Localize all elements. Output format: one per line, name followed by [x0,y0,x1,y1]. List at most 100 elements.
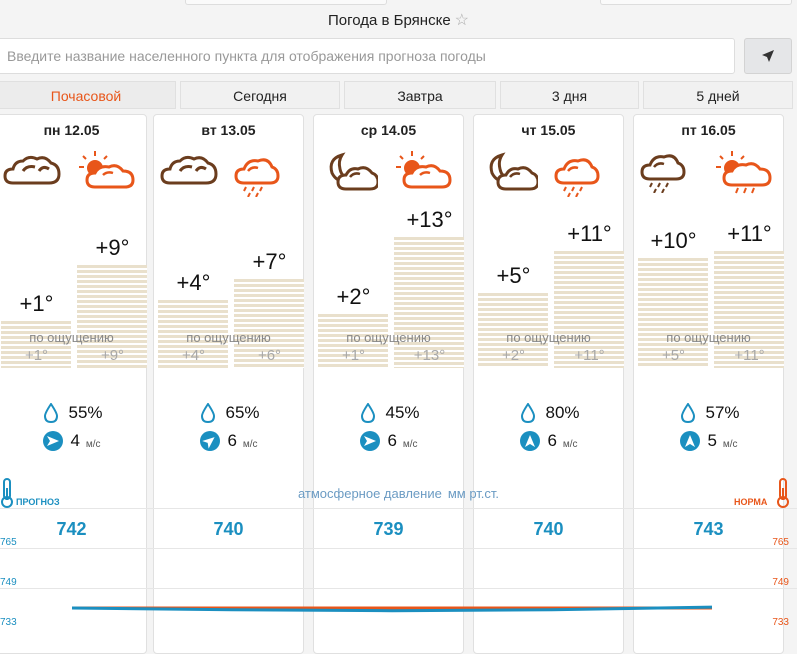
humidity-row: 57% [634,402,783,424]
night-temp: +10° [650,228,697,253]
feels-like-night: +5° [661,347,686,364]
wind-east-icon [359,430,381,452]
night-temp-bar [1,321,71,368]
rain-cloud-icon [554,155,600,202]
feels-like-night: +1° [24,347,49,364]
day-temp: +11° [567,221,612,246]
feels-like-night: +2° [501,347,526,364]
rain-cloud-dark-icon [640,151,686,198]
wind-row: 5 м/с [634,430,783,452]
wind-unit: м/с [85,438,101,450]
tab-tomorrow[interactable]: Завтра [344,81,496,109]
grid-line [0,508,797,509]
day-temp-bar [77,265,147,368]
pressure-value: 740 [213,519,244,539]
day-temp: +7° [252,249,287,274]
wind-speed: 6 [387,431,397,450]
axis-tick-749: 749 [0,577,17,588]
humidity-row: 45% [314,402,463,424]
day-name: пт 16.05 [681,122,736,138]
partly-cloudy-day-icon [394,149,454,196]
thermometer-orange-icon [777,478,789,508]
favorite-star-icon[interactable]: ☆ [454,12,470,29]
feels-like-night: +1° [341,347,366,364]
feels-like-label: по ощущению [29,330,114,345]
wind-speed: 6 [547,431,557,450]
tab-hourly[interactable]: Почасовой [0,81,176,109]
pressure-forecast-line [71,605,713,613]
day-column[interactable]: пт 16.05 +10° +11° по ощущению +5° +11° 57% 5 м/… [633,114,784,654]
night-temp: +2° [336,284,371,309]
grid-line [0,588,797,589]
humidity-drop-icon [40,402,62,424]
axis-tick-749-right: 749 [772,577,789,588]
wind-north-icon [519,430,541,452]
wind-row: 6 м/с [314,430,463,452]
humidity-value: 65% [225,403,260,422]
geolocation-button[interactable] [744,38,792,74]
page-title-text: Погода в Брянске [327,12,451,29]
location-arrow-icon [762,50,774,62]
forecast-legend-label: ПРОГНОЗ [16,497,60,507]
tab-5-days[interactable]: 5 дней [643,81,793,109]
humidity-value: 57% [705,403,740,422]
humidity-row: 55% [0,402,146,424]
wind-unit: м/с [242,438,258,450]
moon-cloud-icon [320,151,380,196]
day-column[interactable]: ср 14.05 +2° +13° по ощущению +1° +13° 45% 6 м/с [313,114,464,654]
wind-speed: 4 [70,431,80,450]
night-temp-bar [158,300,228,368]
day-temp: +9° [95,235,130,260]
pressure-unit: мм рт.ст. [447,486,500,501]
pressure-value: 742 [56,519,87,539]
day-column[interactable]: чт 15.05 +5° +11° по ощущению +2° +11° 80% 6 м/с [473,114,624,654]
cloudy-icon [160,151,218,192]
feels-like-day: +9° [100,347,125,364]
day-column[interactable]: вт 13.05 +4° +7° по ощущению +4° +6° 65% 6 м/с [153,114,304,654]
axis-tick-765-right: 765 [772,537,789,548]
feels-like-label: по ощущению [186,330,271,345]
top-edge [0,0,797,5]
day-name: пн 12.05 [43,122,100,138]
feels-like-day: +6° [257,347,282,364]
axis-tick-765: 765 [0,537,17,548]
day-column[interactable]: пн 12.05 +1° +9° по ощущению +1° +9° 55% 4 м/с [0,114,147,654]
wind-northeast-icon [199,430,221,452]
pressure-value: 739 [373,519,404,539]
search-input[interactable] [0,39,734,73]
search-box [0,38,735,74]
feels-like-night: +4° [181,347,206,364]
humidity-value: 45% [385,403,420,422]
grid-line [0,548,797,549]
feels-like-day: +11° [734,347,765,364]
humidity-value: 80% [545,403,580,422]
pressure-value: 743 [693,519,724,539]
forecast-tabs: Почасовой Сегодня Завтра 3 дня 5 дней [0,81,797,109]
norm-legend-label: НОРМА [734,497,768,507]
wind-row: 4 м/с [0,430,146,452]
pressure-title: атмосферное давление мм рт.ст. [0,486,797,501]
wind-row: 6 м/с [474,430,623,452]
wind-north-icon [679,430,701,452]
day-temp: +13° [406,207,453,232]
axis-tick-733: 733 [0,617,17,628]
partly-cloudy-day-icon [77,149,137,196]
page-title: Погода в Брянске ☆ [0,10,797,30]
pressure-label: атмосферное давление [297,486,442,501]
night-temp-bar [638,258,708,368]
humidity-row: 80% [474,402,623,424]
pressure-value: 740 [533,519,564,539]
feels-like-label: по ощущению [506,330,591,345]
night-temp-bar [318,314,388,368]
tab-today[interactable]: Сегодня [180,81,340,109]
rain-cloud-icon [234,155,280,202]
humidity-drop-icon [517,402,539,424]
night-temp: +4° [176,270,211,295]
cloudy-icon [3,151,61,192]
humidity-drop-icon [677,402,699,424]
tab-3-days[interactable]: 3 дня [500,81,639,109]
thermometer-blue-icon [1,478,13,508]
humidity-value: 55% [68,403,103,422]
wind-unit: м/с [722,438,738,450]
day-temp-bar [714,251,784,368]
